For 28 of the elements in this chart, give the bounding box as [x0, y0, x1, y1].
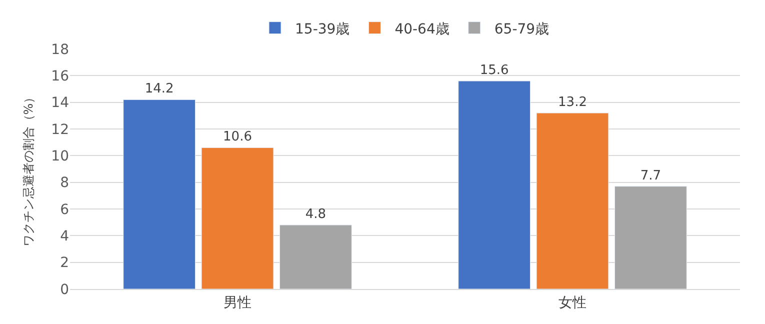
- y-tick-label: 10: [51, 148, 69, 165]
- x-tick-label: 女性: [558, 294, 586, 311]
- bar: [536, 112, 609, 289]
- y-tick-label: 4: [60, 228, 70, 245]
- data-label: 15.6: [480, 63, 509, 78]
- data-label: 13.2: [558, 95, 587, 110]
- y-tick-label: 16: [51, 68, 70, 85]
- bar: [458, 80, 531, 289]
- bar: [614, 186, 687, 289]
- data-label: 14.2: [144, 82, 174, 97]
- y-tick-label: 0: [60, 282, 69, 298]
- data-label: 10.6: [223, 130, 252, 145]
- y-tick-label: 8: [60, 175, 69, 192]
- data-label: 4.8: [305, 207, 326, 222]
- y-tick-label: 2: [60, 255, 69, 272]
- bar: [201, 147, 274, 289]
- x-tick-label: 男性: [224, 294, 252, 311]
- legend-label: 65-79歳: [494, 21, 550, 38]
- data-label: 7.7: [640, 168, 662, 184]
- legend-label: 40-64歳: [394, 21, 450, 38]
- y-tick-label: 6: [60, 202, 70, 218]
- bar: [123, 99, 196, 289]
- y-tick-label: 12: [51, 122, 69, 138]
- y-axis-title: ワクチン忌避者の割合（%）: [21, 91, 36, 247]
- y-tick-label: 18: [51, 42, 69, 58]
- y-tick-label: 14: [51, 95, 70, 112]
- legend-label: 15-39歳: [295, 21, 350, 38]
- bar: [279, 224, 352, 289]
